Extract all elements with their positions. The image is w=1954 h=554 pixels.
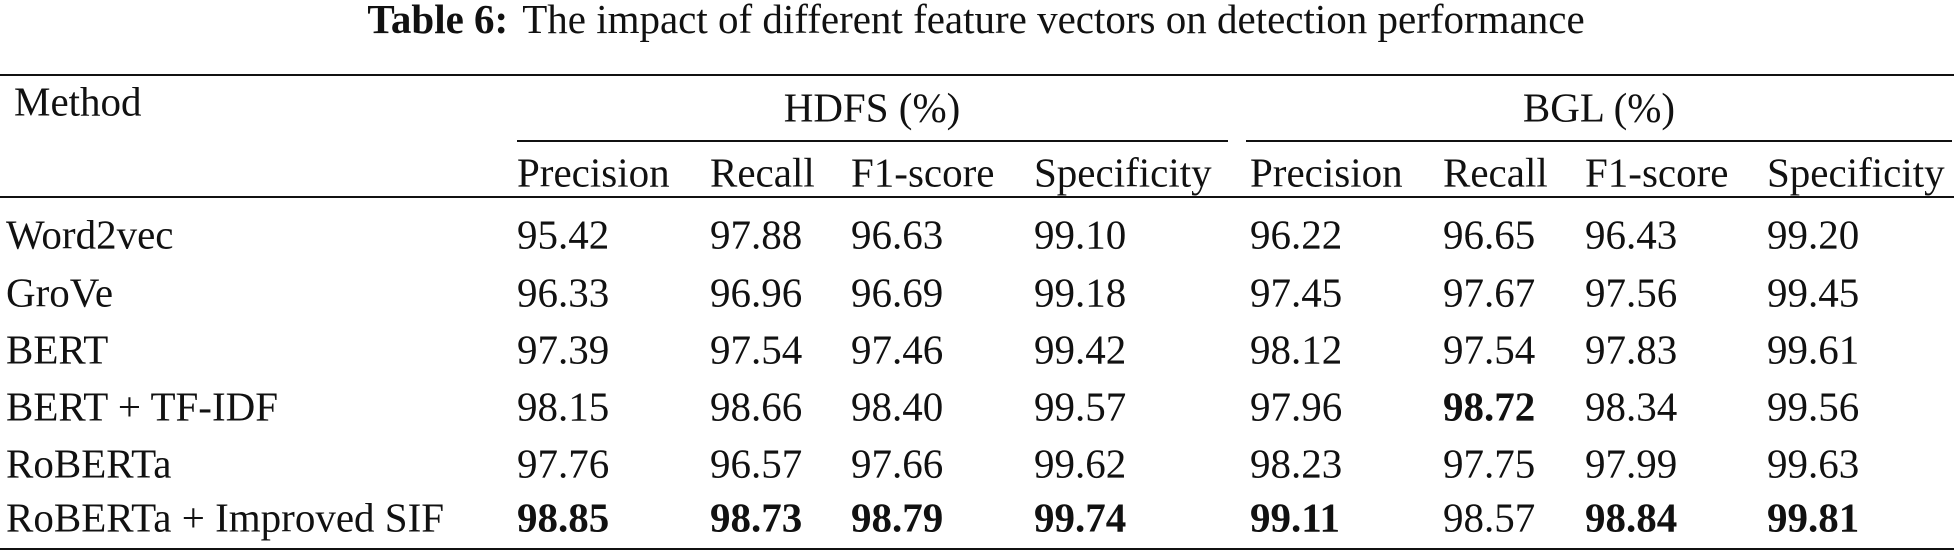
value-cell: 99.20 [1767,211,1859,257]
value-cell: 99.10 [1034,211,1126,257]
value-cell: 99.81 [1767,494,1859,540]
value-cell: 96.33 [517,269,609,315]
value-cell: 98.57 [1443,494,1535,540]
column-header: Specificity [1767,149,1945,195]
method-cell: RoBERTa + Improved SIF [6,494,444,540]
value-cell: 97.54 [1443,326,1535,372]
value-cell: 99.57 [1034,383,1126,429]
method-cell: BERT + TF-IDF [6,383,278,429]
value-cell: 99.62 [1034,440,1126,486]
value-cell: 97.56 [1585,269,1677,315]
value-cell: 98.73 [710,494,802,540]
value-cell: 97.96 [1250,383,1342,429]
column-header: Precision [1250,149,1403,195]
method-cell: GroVe [6,269,113,315]
value-cell: 97.76 [517,440,609,486]
value-cell: 98.23 [1250,440,1342,486]
column-header: Precision [517,149,670,195]
value-cell: 99.56 [1767,383,1859,429]
column-header: F1-score [851,149,994,195]
value-cell: 99.61 [1767,326,1859,372]
value-cell: 96.22 [1250,211,1342,257]
value-cell: 99.11 [1250,494,1340,540]
value-cell: 96.96 [710,269,802,315]
value-cell: 98.34 [1585,383,1677,429]
value-cell: 98.66 [710,383,802,429]
value-cell: 97.54 [710,326,802,372]
value-cell: 96.69 [851,269,943,315]
value-cell: 98.40 [851,383,943,429]
column-header: Specificity [1034,149,1212,195]
value-cell: 97.83 [1585,326,1677,372]
value-cell: 95.42 [517,211,609,257]
value-cell: 97.46 [851,326,943,372]
value-cell: 98.72 [1443,383,1535,429]
method-cell: Word2vec [6,211,173,257]
column-header: F1-score [1585,149,1728,195]
group-header: BGL (%) [1523,84,1675,130]
caption-text: The impact of different feature vectors … [522,0,1584,42]
value-cell: 97.88 [710,211,802,257]
value-cell: 99.63 [1767,440,1859,486]
value-cell: 98.84 [1585,494,1677,540]
method-cell: RoBERTa [6,440,172,486]
value-cell: 97.39 [517,326,609,372]
value-cell: 98.12 [1250,326,1342,372]
value-cell: 98.15 [517,383,609,429]
caption-label: Table 6: [367,0,508,42]
column-header: Recall [710,149,815,195]
value-cell: 99.42 [1034,326,1126,372]
value-cell: 98.79 [851,494,943,540]
value-cell: 97.66 [851,440,943,486]
value-cell: 96.43 [1585,211,1677,257]
value-cell: 99.18 [1034,269,1126,315]
value-cell: 96.65 [1443,211,1535,257]
value-cell: 96.63 [851,211,943,257]
value-cell: 97.99 [1585,440,1677,486]
table-caption: Table 6: The impact of different feature … [367,0,1584,42]
value-cell: 99.74 [1034,494,1126,540]
value-cell: 98.85 [517,494,609,540]
value-cell: 97.75 [1443,440,1535,486]
column-header: Recall [1443,149,1548,195]
method-header: Method [14,78,142,124]
value-cell: 96.57 [710,440,802,486]
value-cell: 97.67 [1443,269,1535,315]
value-cell: 97.45 [1250,269,1342,315]
value-cell: 99.45 [1767,269,1859,315]
group-header: HDFS (%) [784,84,961,130]
method-cell: BERT [6,326,108,372]
